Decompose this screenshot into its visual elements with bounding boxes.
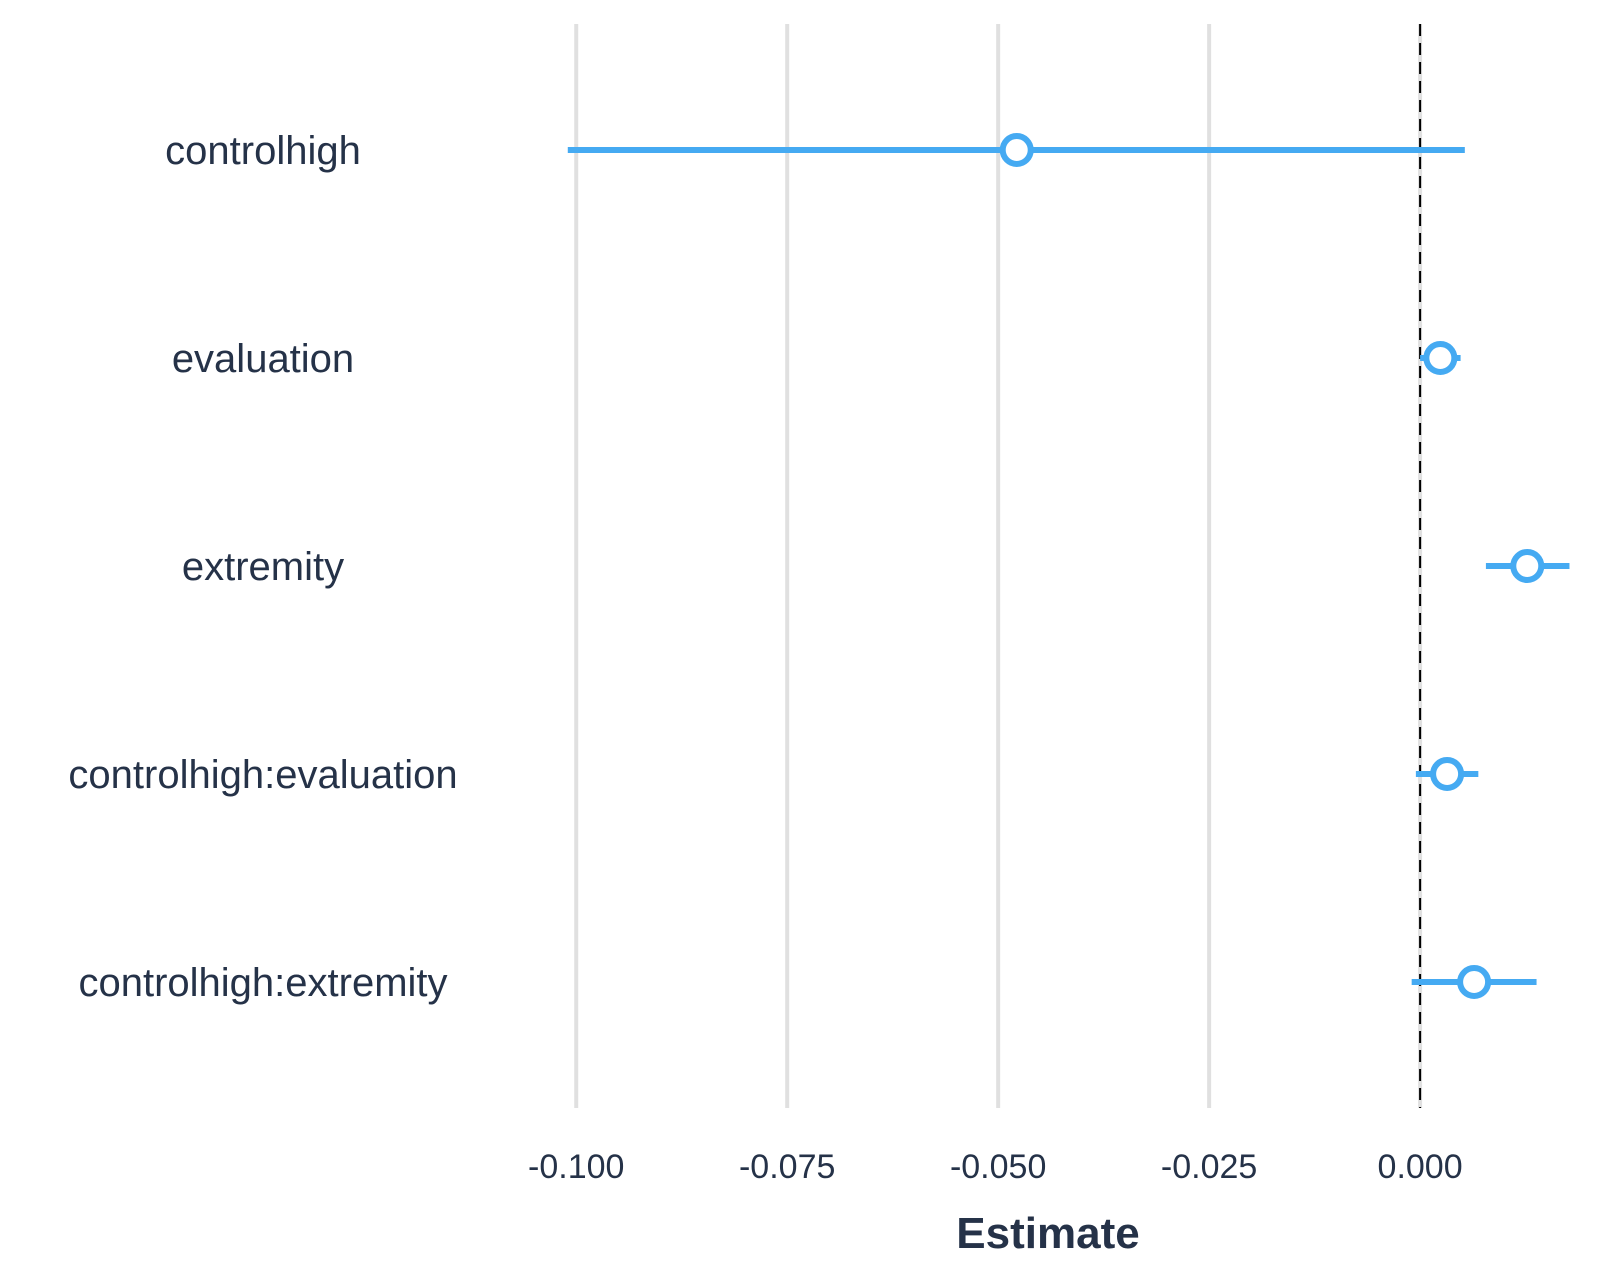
term-label: controlhigh:extremity	[78, 961, 447, 1005]
term-label: extremity	[182, 545, 344, 589]
x-tick-label: -0.025	[1161, 1148, 1257, 1186]
x-tick-label: -0.100	[528, 1148, 624, 1186]
estimate-point	[1430, 757, 1465, 791]
x-axis-ticks: -0.100 -0.075 -0.050 -0.025 0.000	[528, 1148, 1463, 1186]
term-label: controlhigh:evaluation	[68, 753, 457, 797]
estimate-point	[1510, 549, 1545, 583]
term-labels: controlhigh evaluation extremity controlhig…	[68, 129, 457, 1005]
estimate-point	[999, 133, 1034, 167]
term-label: evaluation	[172, 337, 354, 381]
x-tick-label: -0.075	[739, 1148, 835, 1186]
term-label: controlhigh	[165, 129, 361, 173]
x-tick-label: -0.050	[950, 1148, 1046, 1186]
grid-lines	[574, 24, 1423, 1108]
estimates	[567, 133, 1570, 999]
x-tick-label: 0.000	[1378, 1148, 1463, 1186]
estimate-point	[1423, 341, 1458, 375]
estimate-point	[1457, 965, 1492, 999]
x-axis-title: Estimate	[956, 1209, 1139, 1258]
